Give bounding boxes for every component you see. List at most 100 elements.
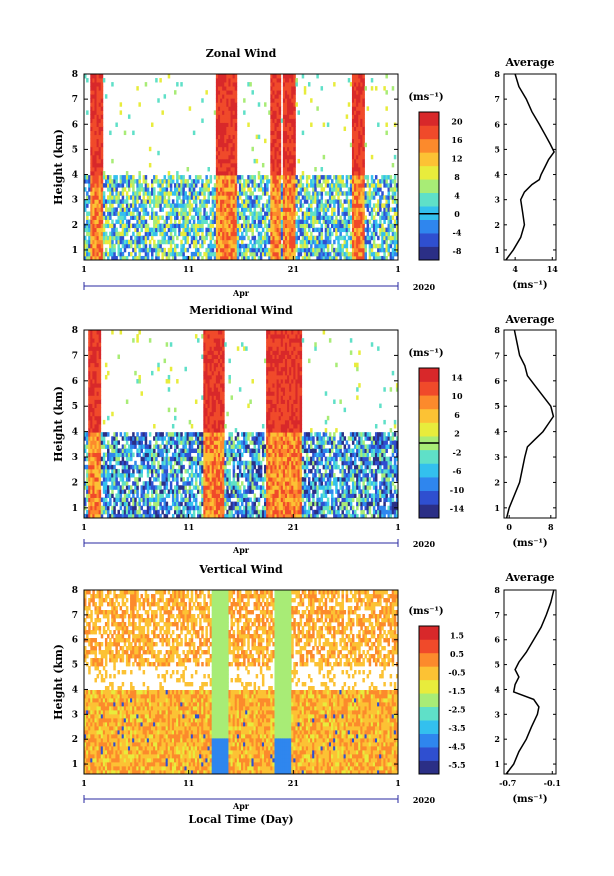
heatmap-cell	[174, 243, 177, 249]
heatmap-cell	[96, 415, 100, 421]
heatmap-cell	[276, 118, 280, 123]
heatmap-cell	[224, 126, 227, 132]
heatmap-cell	[157, 513, 160, 519]
heatmap-cell	[270, 150, 273, 156]
heatmap-cell	[142, 489, 146, 494]
heatmap-cell	[341, 175, 344, 180]
heatmap-cell	[276, 102, 280, 107]
heatmap-cell	[272, 175, 275, 180]
heatmap-cell	[278, 114, 282, 119]
heatmap-cell	[197, 191, 200, 196]
heatmap-cell	[284, 199, 288, 204]
heatmap-cell	[287, 78, 290, 83]
heatmap-cell	[245, 215, 248, 220]
heatmap-cell	[274, 146, 277, 152]
heatmap-cell	[153, 227, 156, 233]
heatmap-cell	[320, 86, 324, 91]
heatmap-cell	[186, 199, 190, 204]
heatmap-cell	[222, 235, 225, 241]
heatmap-cell	[111, 183, 114, 188]
heatmap-cell	[153, 497, 156, 503]
heatmap-cell	[180, 183, 183, 188]
heatmap-cell	[372, 243, 376, 249]
heatmap-cell	[383, 207, 386, 212]
heatmap-cell	[167, 179, 171, 184]
heatmap-cell	[209, 223, 213, 229]
heatmap-cell	[207, 195, 210, 200]
heatmap-cell	[92, 247, 95, 253]
heatmap-cell	[159, 247, 162, 253]
heatmap-cell	[190, 187, 194, 192]
colorbar-segment	[419, 138, 439, 153]
heatmap-cell	[213, 383, 217, 388]
heatmap-cell	[207, 167, 210, 172]
heatmap-cell	[358, 227, 361, 233]
heatmap-cell	[88, 501, 91, 507]
heatmap-cell	[213, 407, 217, 413]
heatmap-cell	[282, 255, 286, 261]
heatmap-cell	[192, 448, 196, 454]
heatmap-cell	[287, 142, 290, 148]
heatmap-cell	[209, 391, 213, 396]
heatmap-cell	[100, 78, 104, 83]
colorbar-tick-label: 8	[454, 172, 460, 182]
heatmap-cell	[190, 513, 194, 519]
heatmap-cell	[174, 444, 177, 449]
heatmap-cell	[232, 126, 236, 132]
heatmap-cell	[148, 215, 152, 220]
heatmap-cell	[194, 440, 198, 445]
heatmap-cell	[360, 199, 363, 204]
heatmap-cell	[182, 179, 185, 184]
heatmap-cell	[88, 391, 91, 396]
heatmap-cell	[188, 219, 192, 225]
heatmap-cell	[280, 187, 284, 192]
heatmap-cell	[245, 227, 248, 233]
heatmap-cell	[278, 195, 282, 200]
heatmap-cell	[230, 82, 234, 87]
heatmap-cell	[360, 247, 363, 253]
heatmap-cell	[111, 489, 114, 494]
heatmap-cell	[226, 138, 229, 144]
heatmap-cell	[140, 444, 144, 449]
heatmap-cell	[107, 432, 110, 437]
heatmap-cell	[293, 247, 296, 253]
heatmap-cell	[192, 227, 196, 233]
heatmap-cell	[94, 440, 97, 445]
heatmap-cell	[222, 223, 225, 229]
heatmap-cell	[188, 473, 192, 478]
heatmap-cell	[395, 227, 399, 233]
heatmap-cell	[274, 98, 277, 103]
heatmap-cell	[165, 485, 169, 490]
heatmap-cell	[157, 452, 160, 458]
heatmap-cell	[326, 255, 330, 261]
heatmap-cell	[98, 460, 102, 466]
heatmap-cell	[119, 330, 123, 335]
heatmap-cell	[293, 74, 296, 79]
heatmap-cell	[207, 379, 210, 384]
heatmap-cell	[102, 497, 106, 503]
heatmap-cell	[174, 219, 177, 225]
heatmap-cell	[94, 86, 97, 91]
heatmap-cell	[224, 82, 227, 87]
heatmap-cell	[165, 251, 169, 257]
heatmap-cell	[125, 456, 129, 462]
heatmap-cell	[146, 485, 150, 490]
heatmap-cell	[96, 122, 100, 127]
heatmap-cell	[322, 251, 326, 257]
heatmap-cell	[205, 366, 208, 372]
heatmap-cell	[215, 199, 219, 204]
heatmap-cell	[109, 473, 112, 478]
heatmap-cell	[289, 227, 292, 233]
heatmap-cell	[205, 179, 208, 184]
heatmap-cell	[184, 247, 187, 253]
heatmap-cell	[360, 235, 363, 241]
heatmap-cell	[211, 473, 215, 478]
heatmap-cell	[130, 239, 133, 245]
heatmap-cell	[249, 203, 252, 208]
heatmap-cell	[215, 370, 219, 376]
heatmap-cell	[282, 94, 286, 99]
heatmap-cell	[322, 211, 326, 216]
heatmap-cell	[379, 179, 382, 184]
heatmap-cell	[98, 219, 102, 225]
heatmap-cell	[289, 215, 292, 220]
